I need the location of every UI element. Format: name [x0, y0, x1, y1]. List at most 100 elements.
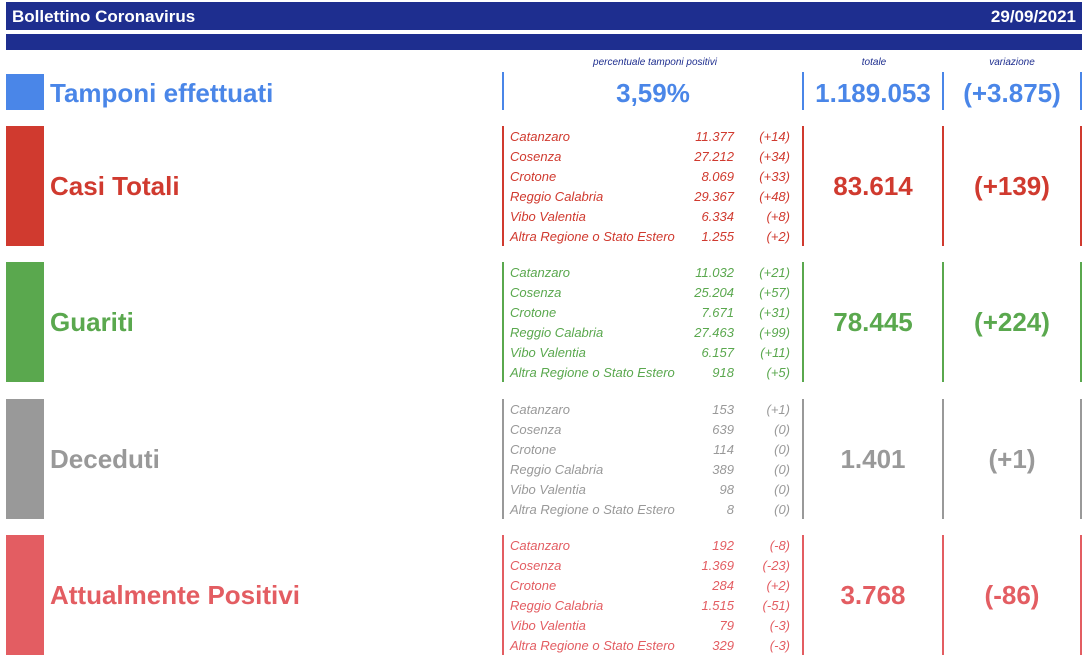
tamponi-total: 1.189.053 [815, 78, 931, 108]
province-value: 11.377 [695, 129, 734, 144]
divider [502, 399, 504, 519]
province-delta: (0) [774, 442, 790, 457]
divider [1080, 535, 1082, 655]
tamponi-pct: 3,59% [616, 78, 690, 108]
divider [942, 126, 944, 246]
province-delta: (-23) [762, 558, 790, 573]
divider [502, 535, 504, 655]
divider [802, 126, 804, 246]
province-value: 6.334 [701, 209, 734, 224]
divider [802, 72, 804, 110]
province-delta: (+11) [760, 345, 790, 360]
province-value: 6.157 [701, 345, 734, 360]
tamponi-color-bar [6, 74, 44, 110]
province-name: Cosenza [510, 558, 562, 573]
province-value: 1.255 [701, 229, 734, 244]
province-name: Reggio Calabria [510, 325, 604, 340]
province-value: 389 [712, 462, 734, 477]
province-value: 11.032 [695, 265, 734, 280]
province-name: Crotone [510, 578, 557, 593]
casi-totali-change: (+139) [974, 171, 1050, 201]
province-delta: (+31) [759, 305, 790, 320]
province-value: 79 [719, 618, 734, 633]
province-name: Altra Regione o Stato Estero [510, 229, 675, 244]
province-delta: (0) [774, 502, 790, 517]
province-delta: (+21) [759, 265, 790, 280]
province-name: Catanzaro [510, 402, 570, 417]
province-delta: (-3) [769, 618, 790, 633]
province-delta: (+8) [766, 209, 790, 224]
province-value: 8 [726, 502, 734, 517]
guariti-total: 78.445 [833, 307, 913, 337]
province-delta: (+2) [766, 229, 790, 244]
province-name: Catanzaro [510, 129, 570, 144]
province-value: 153 [712, 402, 734, 417]
province-delta: (+14) [759, 129, 790, 144]
guariti-color-bar [6, 262, 44, 382]
province-value: 284 [712, 578, 734, 593]
province-delta: (0) [774, 482, 790, 497]
column-header-total: totale [861, 57, 887, 68]
header-title: Bollettino Coronavirus [12, 7, 196, 26]
divider [502, 126, 504, 246]
casi-totali-total: 83.614 [833, 171, 913, 201]
divider [502, 262, 504, 382]
province-name: Catanzaro [510, 265, 570, 280]
province-value: 192 [712, 538, 734, 553]
divider [942, 535, 944, 655]
deceduti-label: Deceduti [50, 444, 160, 474]
province-delta: (+34) [759, 149, 790, 164]
province-delta: (-3) [769, 638, 790, 653]
deceduti-change: (+1) [988, 444, 1036, 474]
casi-totali-label: Casi Totali [50, 171, 180, 201]
deceduti-total: 1.401 [840, 444, 906, 474]
province-delta: (0) [774, 462, 790, 477]
province-value: 114 [713, 442, 734, 457]
province-name: Reggio Calabria [510, 598, 604, 613]
divider [802, 535, 804, 655]
province-delta: (+2) [766, 578, 790, 593]
province-name: Vibo Valentia [510, 209, 586, 224]
province-value: 27.212 [694, 149, 734, 164]
deceduti-color-bar [6, 399, 44, 519]
province-name: Reggio Calabria [510, 189, 604, 204]
province-value: 7.671 [701, 305, 734, 320]
header-bar: Bollettino Coronavirus 29/09/2021 [6, 2, 1082, 30]
header-date: 29/09/2021 [990, 7, 1076, 26]
province-name: Cosenza [510, 422, 562, 437]
province-name: Crotone [510, 169, 557, 184]
province-delta: (-8) [769, 538, 790, 553]
province-value: 8.069 [701, 169, 734, 184]
divider [942, 72, 944, 110]
attualmente-positivi-total: 3.768 [840, 580, 906, 610]
province-name: Altra Regione o Stato Estero [510, 638, 675, 653]
divider [1080, 126, 1082, 246]
province-value: 98 [719, 482, 734, 497]
column-header-pct: percentuale tamponi positivi [593, 57, 717, 68]
province-name: Vibo Valentia [510, 345, 586, 360]
divider [802, 262, 804, 382]
province-name: Altra Regione o Stato Estero [510, 502, 675, 517]
attualmente-positivi-label: Attualmente Positivi [50, 580, 300, 610]
province-name: Catanzaro [510, 538, 570, 553]
casi-totali-color-bar [6, 126, 44, 246]
guariti-change: (+224) [974, 307, 1050, 337]
province-delta: (+5) [766, 365, 790, 380]
header-band [6, 34, 1082, 50]
province-value: 329 [712, 638, 734, 653]
divider [502, 72, 504, 110]
province-name: Cosenza [510, 149, 562, 164]
province-name: Reggio Calabria [510, 462, 604, 477]
guariti-label: Guariti [50, 307, 134, 337]
province-name: Altra Regione o Stato Estero [510, 365, 675, 380]
divider [1080, 262, 1082, 382]
province-value: 1.515 [701, 598, 734, 613]
province-value: 639 [712, 422, 734, 437]
divider [1080, 72, 1082, 110]
province-name: Crotone [510, 442, 557, 457]
province-value: 27.463 [694, 325, 734, 340]
province-name: Vibo Valentia [510, 482, 586, 497]
province-name: Cosenza [510, 285, 562, 300]
province-value: 918 [712, 365, 734, 380]
province-name: Vibo Valentia [510, 618, 586, 633]
